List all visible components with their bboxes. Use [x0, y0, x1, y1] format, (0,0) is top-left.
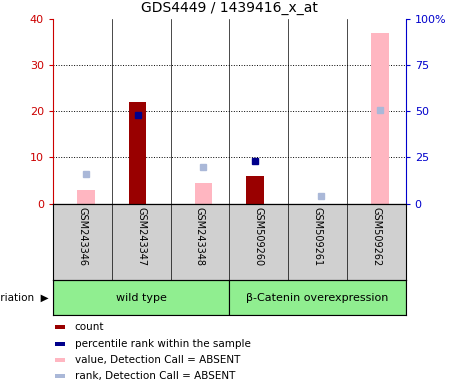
Bar: [371, 33, 389, 204]
Text: GSM509261: GSM509261: [313, 207, 323, 266]
Bar: [55, 374, 65, 377]
Bar: [53, 280, 230, 315]
Text: GSM243348: GSM243348: [195, 207, 205, 266]
Title: GDS4449 / 1439416_x_at: GDS4449 / 1439416_x_at: [141, 2, 318, 15]
Text: GSM243347: GSM243347: [136, 207, 146, 266]
Bar: [129, 102, 147, 204]
Text: GSM509260: GSM509260: [254, 207, 264, 266]
Text: β-Catenin overexpression: β-Catenin overexpression: [246, 293, 389, 303]
Bar: [246, 176, 264, 204]
Text: count: count: [75, 322, 104, 332]
Bar: [55, 358, 65, 362]
Text: value, Detection Call = ABSENT: value, Detection Call = ABSENT: [75, 355, 240, 365]
Bar: [55, 342, 65, 346]
Text: percentile rank within the sample: percentile rank within the sample: [75, 339, 251, 349]
Text: wild type: wild type: [116, 293, 166, 303]
Text: rank, Detection Call = ABSENT: rank, Detection Call = ABSENT: [75, 371, 235, 381]
Bar: [195, 183, 213, 204]
Bar: [55, 325, 65, 329]
Bar: [77, 190, 95, 204]
Bar: [229, 280, 406, 315]
Text: GSM509262: GSM509262: [371, 207, 381, 266]
Text: genotype/variation  ▶: genotype/variation ▶: [0, 293, 48, 303]
Text: GSM243346: GSM243346: [77, 207, 88, 266]
